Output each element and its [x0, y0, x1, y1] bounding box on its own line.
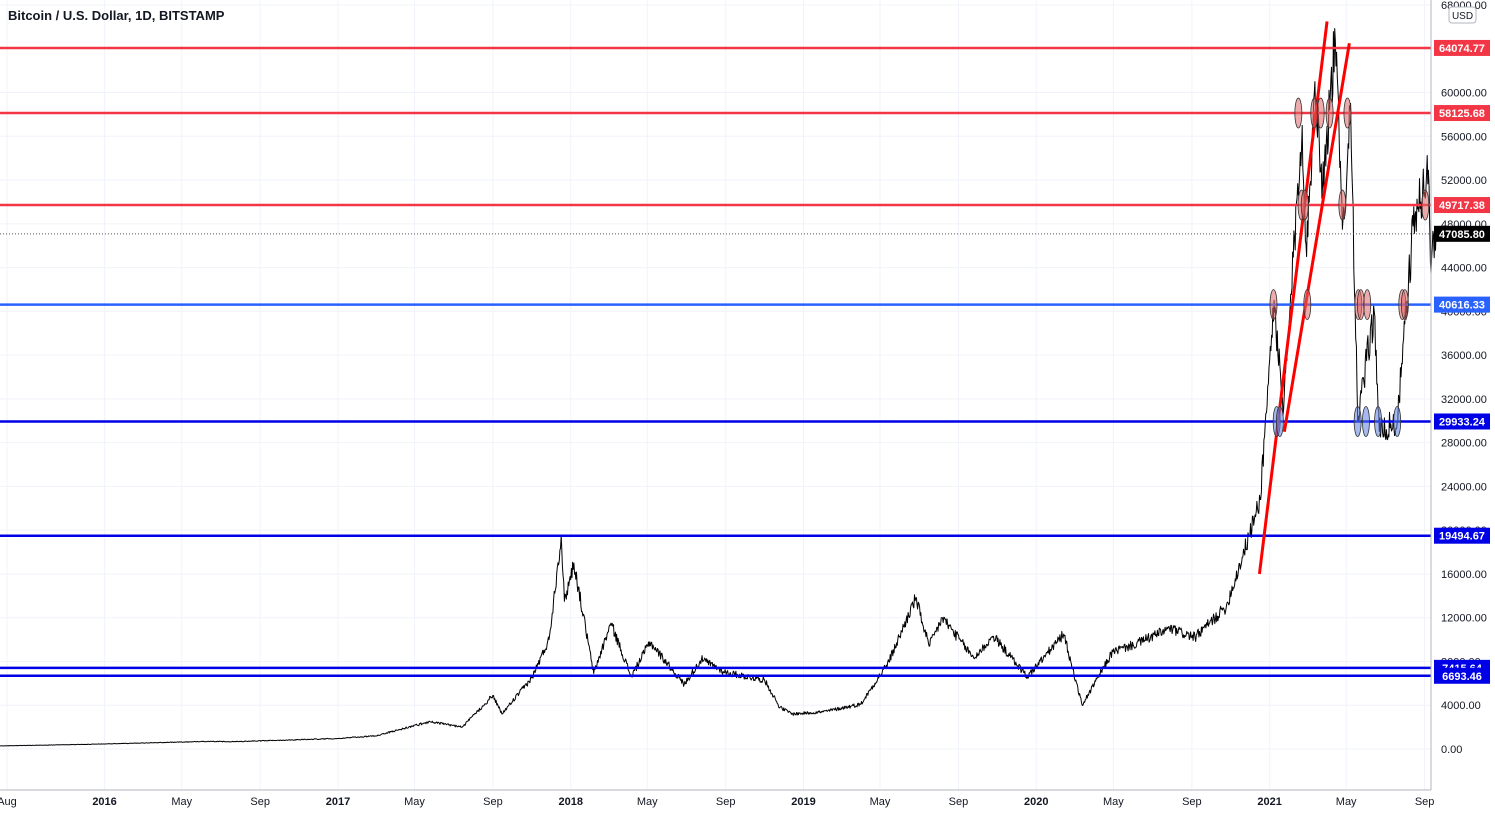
- level-price-label: 6693.46: [1442, 671, 1482, 683]
- touch-marker[interactable]: [1363, 289, 1372, 321]
- x-tick-label: Aug: [0, 796, 17, 808]
- currency-badge-label: USD: [1452, 11, 1473, 22]
- y-tick-label: 52000.00: [1441, 175, 1487, 187]
- current-price-label-bg: [1434, 225, 1490, 242]
- x-tick-label: 2021: [1257, 796, 1281, 808]
- level-price-label: 49717.38: [1439, 200, 1485, 212]
- y-tick-label: 24000.00: [1441, 481, 1487, 493]
- x-tick-label: May: [637, 796, 658, 808]
- touch-marker[interactable]: [1300, 189, 1309, 221]
- x-tick-label: Sep: [1182, 796, 1202, 808]
- touch-marker[interactable]: [1353, 406, 1362, 437]
- y-tick-label: 12000.00: [1441, 613, 1487, 625]
- x-tick-label: Sep: [716, 796, 736, 808]
- touch-marker[interactable]: [1421, 189, 1430, 221]
- x-tick-label: Sep: [250, 796, 270, 808]
- currency-badge[interactable]: USD: [1448, 6, 1477, 24]
- level-price-label: 58125.68: [1439, 108, 1485, 120]
- touch-marker[interactable]: [1310, 97, 1319, 129]
- touch-marker[interactable]: [1400, 289, 1409, 321]
- touch-marker[interactable]: [1294, 97, 1303, 129]
- x-tick-label: May: [1336, 796, 1357, 808]
- touch-marker[interactable]: [1393, 406, 1402, 437]
- level-price-label-bg: [1434, 39, 1490, 56]
- x-tick-label: May: [171, 796, 192, 808]
- y-tick-label: 4000.00: [1441, 700, 1481, 712]
- touch-marker[interactable]: [1362, 406, 1370, 437]
- touch-marker[interactable]: [1356, 289, 1365, 321]
- x-tick-label: 2019: [791, 796, 815, 808]
- touch-marker[interactable]: [1303, 289, 1312, 321]
- y-tick-label: 60000.00: [1441, 88, 1487, 100]
- price-series-line: [0, 28, 1437, 747]
- grid-layer: [0, 0, 1431, 790]
- level-price-label-bg: [1434, 197, 1490, 214]
- x-tick-label: Sep: [1415, 796, 1435, 808]
- levels-layer: [0, 46, 1431, 678]
- x-tick-label: Sep: [483, 796, 503, 808]
- trend-line[interactable]: [1282, 43, 1351, 432]
- touch-marker[interactable]: [1269, 289, 1278, 321]
- current-price-label: 47085.80: [1439, 229, 1485, 241]
- y-tick-label: 36000.00: [1441, 350, 1487, 362]
- touch-marker[interactable]: [1316, 97, 1325, 129]
- touch-marker[interactable]: [1338, 189, 1347, 221]
- x-tick-label: May: [870, 796, 891, 808]
- price-labels-layer: 64074.77 58125.68 49717.38 40616.33 29933.24…: [1434, 39, 1490, 684]
- level-price-label-bg: [1434, 296, 1490, 313]
- x-tick-label: May: [404, 796, 425, 808]
- marker-layer: [1269, 97, 1430, 437]
- y-tick-label: 16000.00: [1441, 569, 1487, 581]
- x-tick-label: 2020: [1024, 796, 1048, 808]
- chart-title: Bitcoin / U.S. Dollar, 1D, BITSTAMP: [8, 8, 225, 23]
- level-price-label: 19494.67: [1439, 531, 1485, 543]
- level-price-label-bg: [1434, 527, 1490, 544]
- y-tick-label: 56000.00: [1441, 131, 1487, 143]
- series-layer: [0, 28, 1437, 747]
- y-tick-label: 0.00: [1441, 744, 1462, 756]
- x-tick-label: Sep: [949, 796, 969, 808]
- level-price-label: 40616.33: [1439, 300, 1485, 312]
- x-tick-label: 2016: [92, 796, 116, 808]
- level-price-label-bg: [1434, 105, 1490, 122]
- level-price-label-bg: [1434, 413, 1490, 430]
- x-tick-label: May: [1103, 796, 1124, 808]
- touch-marker[interactable]: [1325, 97, 1334, 129]
- touch-marker[interactable]: [1374, 406, 1382, 437]
- level-price-label: 29933.24: [1439, 416, 1486, 428]
- touch-marker[interactable]: [1343, 97, 1352, 129]
- time-axis[interactable]: Aug 2016 May Sep 2017 May Sep 2018 May Sep 2019 May…: [0, 796, 1434, 808]
- x-tick-label: 2018: [558, 796, 582, 808]
- y-tick-label: 32000.00: [1441, 394, 1487, 406]
- x-tick-label: 2017: [326, 796, 350, 808]
- y-tick-label: 44000.00: [1441, 263, 1487, 275]
- y-tick-label: 28000.00: [1441, 438, 1487, 450]
- level-price-label-bg: [1434, 667, 1490, 684]
- touch-marker[interactable]: [1275, 406, 1284, 437]
- level-price-label: 64074.77: [1439, 43, 1485, 55]
